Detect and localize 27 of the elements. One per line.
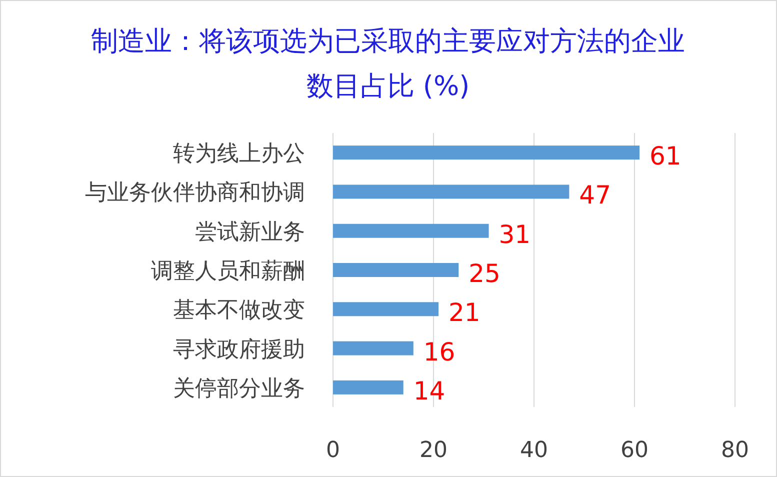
data-label: 14 [413, 376, 446, 406]
y-tick-label: 转为线上办公 [173, 142, 305, 167]
data-label: 61 [650, 142, 682, 171]
data-label: 31 [498, 220, 531, 249]
x-tick-label: 0 [326, 438, 340, 463]
y-tick-label: 调整人员和薪酬 [151, 259, 305, 284]
y-tick-label: 尝试新业务 [195, 220, 305, 245]
x-tick-label: 40 [520, 438, 548, 463]
data-label: 47 [579, 180, 611, 210]
y-tick-label: 与业务伙伴协商和协调 [85, 180, 305, 206]
data-label: 25 [468, 259, 500, 288]
y-tick-label: 基本不做改变 [173, 298, 305, 324]
x-tick-label: 80 [721, 438, 749, 463]
y-tick-label: 寻求政府援助 [173, 337, 305, 362]
bar [333, 184, 570, 199]
bar [333, 224, 489, 238]
x-tick-label: 60 [620, 438, 648, 463]
bar [333, 341, 414, 356]
bar [333, 380, 404, 394]
data-label: 21 [448, 298, 480, 328]
bar [333, 146, 640, 160]
x-tick-label: 20 [420, 438, 448, 463]
bar [333, 302, 439, 316]
title: 制造业：将该项选为已采取的主要应对方法的企业数目占比 (%) [91, 26, 685, 102]
data-label: 16 [423, 337, 456, 366]
y-tick-label: 关停部分业务 [173, 376, 305, 402]
bar [333, 263, 459, 277]
